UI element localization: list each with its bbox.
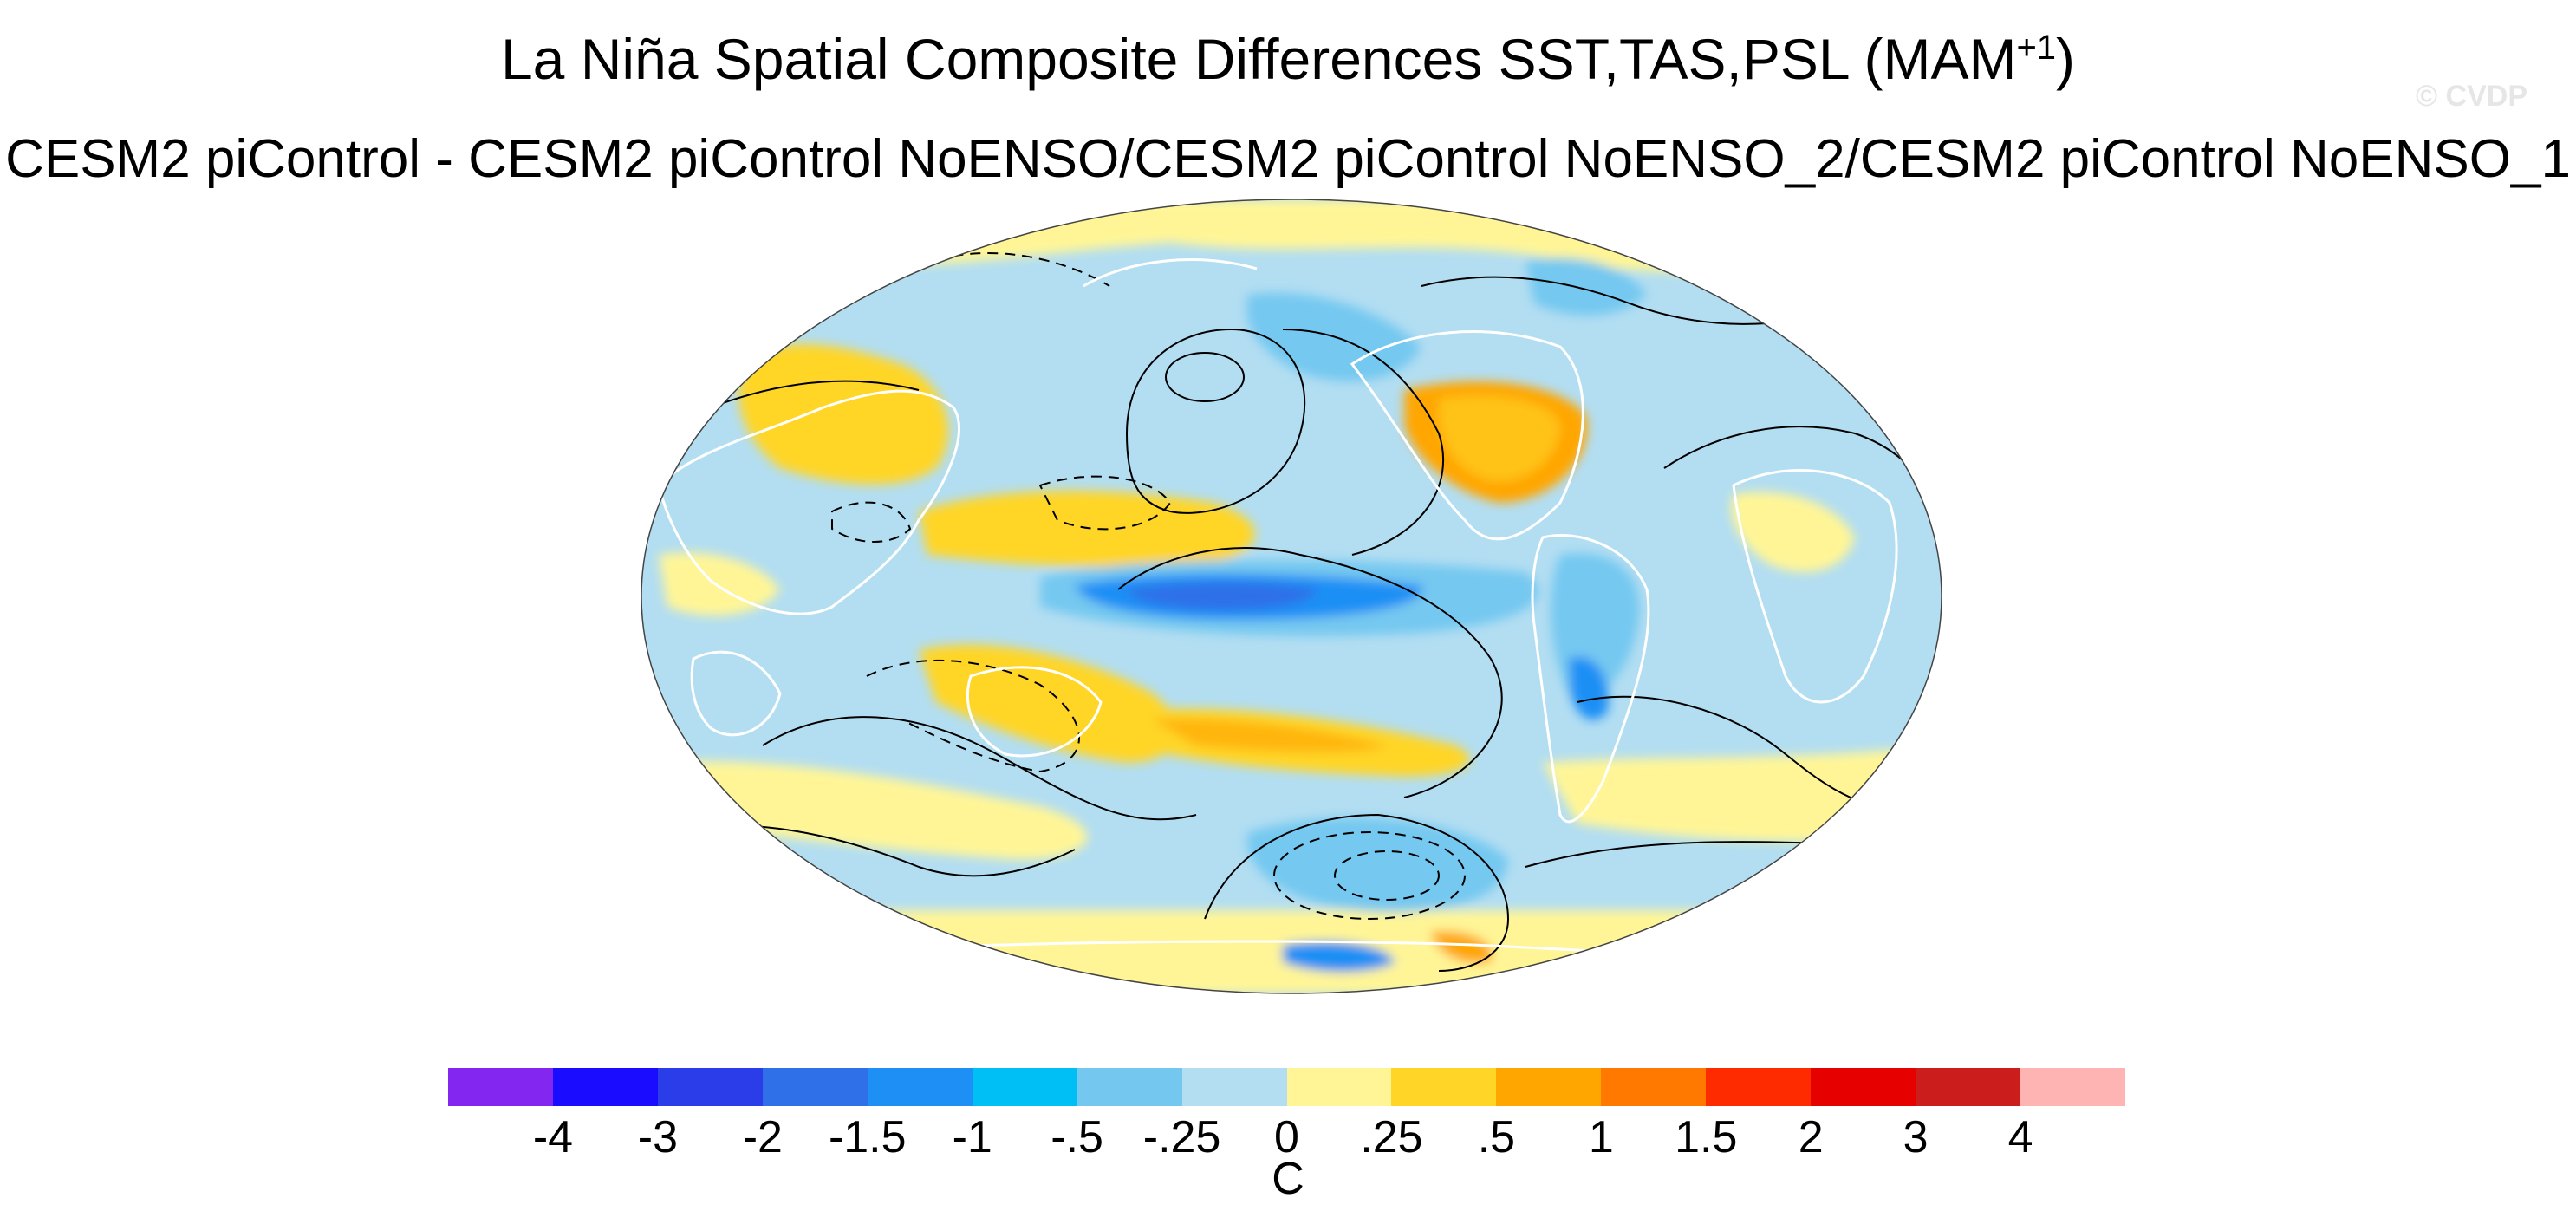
colorbar-tick-label: -.25: [1142, 1112, 1221, 1162]
colorbar-units: C: [1272, 1154, 1304, 1204]
colorbar-swatch: [1496, 1068, 1602, 1106]
colorbar-tick-label: -2: [742, 1112, 783, 1162]
figure-subtitle: CESM2 piControl - CESM2 piControl NoENSO…: [5, 129, 2571, 189]
colorbar-tick-label: -1.5: [828, 1112, 907, 1162]
colorbar-swatch: [762, 1068, 868, 1106]
colorbar-tick-label: 0: [1274, 1112, 1299, 1162]
colorbar-swatch: [552, 1068, 658, 1106]
figure-title: La Niña Spatial Composite Differences SS…: [500, 27, 2076, 91]
colorbar-tick-label: 2: [1798, 1112, 1824, 1162]
map-border: [641, 199, 1942, 994]
colorbar-swatch: [1181, 1068, 1287, 1106]
colorbar: [448, 1068, 2125, 1106]
colorbar-tick-label: 3: [1903, 1112, 1929, 1162]
colorbar-swatch: [1077, 1068, 1182, 1106]
colorbar-tick-label: 4: [2007, 1112, 2033, 1162]
colorbar-tick-label: 1.5: [1675, 1112, 1738, 1162]
colorbar-swatch: [657, 1068, 763, 1106]
colorbar-tick-label: .25: [1360, 1112, 1423, 1162]
watermark: © CVDP: [2416, 80, 2527, 113]
colorbar-tick-label: -1: [952, 1112, 992, 1162]
colorbar-swatch: [972, 1068, 1077, 1106]
colorbar-tick-label: -3: [637, 1112, 678, 1162]
colorbar-tick-label: -4: [532, 1112, 574, 1162]
colorbar-swatch: [448, 1068, 553, 1106]
colorbar-swatch: [1286, 1068, 1392, 1106]
colorbar-swatch: [1811, 1068, 1916, 1106]
colorbar-swatch: [1916, 1068, 2021, 1106]
colorbar-tick-label: -.5: [1051, 1112, 1103, 1162]
colorbar-swatch: [2020, 1068, 2125, 1106]
colorbar-tick-label: .5: [1477, 1112, 1516, 1162]
colorbar-swatch: [1601, 1068, 1707, 1106]
colorbar-swatch: [1706, 1068, 1812, 1106]
colorbar-swatch: [867, 1068, 973, 1106]
colorbar-swatch: [1391, 1068, 1497, 1106]
colorbar-tick-label: 1: [1588, 1112, 1614, 1162]
colorbar-labels: -4 -3 -2 -1.5 -1 -.5 -.25 0 .25 .5 1 1.5 2 3 4: [448, 1111, 2125, 1172]
anomaly-field: [641, 199, 1942, 993]
